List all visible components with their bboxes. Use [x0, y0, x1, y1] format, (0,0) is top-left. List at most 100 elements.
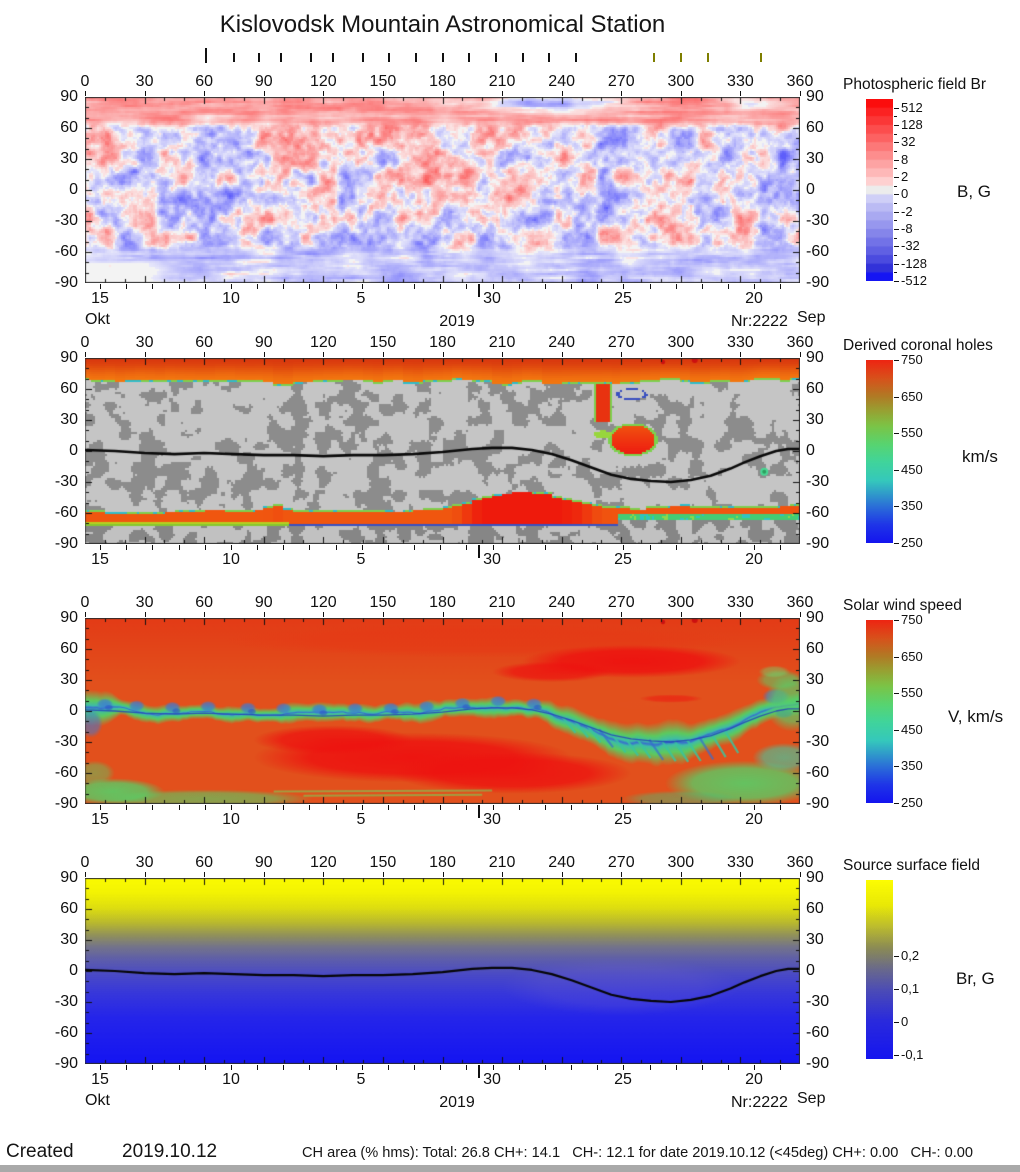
colorbar-tick: [894, 620, 899, 621]
date-day-tick: [676, 1065, 677, 1070]
date-day-tick: [126, 284, 127, 289]
y-axis-tick-label-right: -30: [806, 212, 830, 229]
date-day-tick: [493, 545, 494, 550]
date-day-tick: [493, 805, 494, 810]
colorbar-tick-label: 750: [901, 352, 923, 367]
y-axis-tick-label-right: -60: [806, 1024, 830, 1041]
x-axis-tick: [681, 612, 682, 617]
date-day-tick: [466, 284, 467, 289]
bottom-scrollbar: [0, 1165, 1020, 1172]
y-axis-tick-label-right: -30: [806, 993, 830, 1010]
x-axis-tick-label: 90: [254, 73, 273, 90]
colorbar-tick: [894, 168, 897, 169]
colorbar-tick: [894, 506, 899, 507]
x-axis-tick-label: 360: [786, 594, 814, 611]
colorbar-title: Photospheric field Br: [843, 76, 987, 93]
colorbar-tick-label: 0,2: [901, 948, 920, 963]
colorbar-tick-label: 0: [901, 1014, 909, 1029]
date-day-tick: [388, 1065, 389, 1070]
colorbar-title: Source surface field: [843, 857, 980, 874]
date-day-tick: [519, 805, 520, 810]
x-axis-tick: [621, 352, 622, 357]
y-axis-tick-label-left: 60: [60, 119, 78, 136]
y-axis-tick-label-right: 90: [806, 609, 824, 626]
observation-tick: [388, 53, 390, 62]
x-axis-tick-label: 360: [786, 73, 814, 90]
date-day-tick: [728, 545, 729, 550]
date-tick-label: 25: [614, 290, 632, 307]
colorbar-tick: [894, 220, 897, 221]
y-axis-tick-label-right: 90: [806, 88, 824, 105]
colorbar-tick: [894, 693, 899, 694]
x-axis-tick-label: 240: [548, 854, 575, 871]
date-day-tick: [309, 805, 310, 810]
x-axis-tick: [621, 612, 622, 617]
colorbar-tick: [894, 803, 899, 804]
x-axis-tick: [264, 612, 265, 617]
date-tick-label: 25: [614, 551, 632, 568]
date-day-tick: [231, 1065, 232, 1070]
x-axis-tick: [145, 91, 146, 96]
date-day-tick: [702, 284, 703, 289]
date-tick-label: 5: [356, 290, 366, 307]
x-axis-tick-label: 120: [309, 594, 337, 611]
y-axis-tick-label-right: 0: [806, 962, 815, 979]
y-axis-tick-label-left: 90: [60, 88, 78, 105]
observation-tick-olive: [707, 53, 709, 62]
date-day-tick: [152, 1065, 153, 1070]
y-axis-tick-label-right: 90: [806, 869, 824, 886]
date-day-tick: [571, 284, 572, 289]
colorbar-tick: [894, 203, 897, 204]
y-axis-tick-label-right: 90: [806, 349, 824, 366]
date-tick-label: 20: [745, 551, 763, 568]
date-day-tick: [545, 545, 546, 550]
date-day-tick: [205, 545, 206, 550]
y-axis-tick-label-left: 60: [60, 380, 78, 397]
date-day-tick: [597, 1065, 598, 1070]
x-axis-tick: [323, 352, 324, 357]
colorbar-tick: [894, 194, 899, 195]
x-axis-tick: [443, 352, 444, 357]
observation-tick: [205, 48, 207, 63]
date-day-tick: [336, 545, 337, 550]
date-day-tick: [126, 805, 127, 810]
colorbar-tick: [894, 272, 897, 273]
colorbar-canvas-panel-4: [866, 880, 893, 1059]
x-axis-tick-label: 270: [607, 594, 635, 611]
x-axis-tick: [204, 352, 205, 357]
x-axis-tick-label: 150: [369, 73, 397, 90]
x-axis-tick: [85, 352, 86, 357]
x-axis-tick: [145, 872, 146, 877]
x-axis-tick-label: 330: [727, 854, 754, 871]
colorbar-tick: [894, 160, 899, 161]
y-axis-tick-label-left: 30: [60, 671, 78, 688]
x-axis-tick-label: 270: [607, 73, 635, 90]
date-tick-label: 20: [745, 811, 763, 828]
y-axis-tick-label-right: 60: [806, 380, 824, 397]
date-day-tick: [179, 545, 180, 550]
date-day-tick: [676, 545, 677, 550]
colorbar-tick: [894, 1022, 899, 1023]
y-axis-tick-label-right: 0: [806, 702, 815, 719]
x-axis-tick-label: 90: [254, 334, 273, 351]
observation-tick: [468, 53, 470, 62]
x-axis-tick: [145, 612, 146, 617]
date-day-tick: [283, 1065, 284, 1070]
colorbar-tick: [894, 397, 899, 398]
y-axis-tick-label-right: 30: [806, 411, 824, 428]
colorbar-tick-label: 450: [901, 462, 923, 477]
date-day-tick: [414, 545, 415, 550]
observation-tick: [548, 53, 550, 62]
month-boundary-tick: [478, 805, 480, 818]
date-day-tick: [545, 284, 546, 289]
date-tick-label: 15: [91, 1071, 109, 1088]
date-day-tick: [728, 805, 729, 810]
colorbar-tick: [894, 212, 899, 213]
x-axis-tick-label: 330: [727, 594, 754, 611]
x-axis-tick-label: 300: [667, 594, 695, 611]
x-axis-tick: [740, 872, 741, 877]
x-axis-tick-label: 0: [80, 73, 90, 90]
x-axis-tick-label: 90: [254, 594, 273, 611]
colorbar-tick: [894, 186, 897, 187]
x-axis-tick: [740, 612, 741, 617]
